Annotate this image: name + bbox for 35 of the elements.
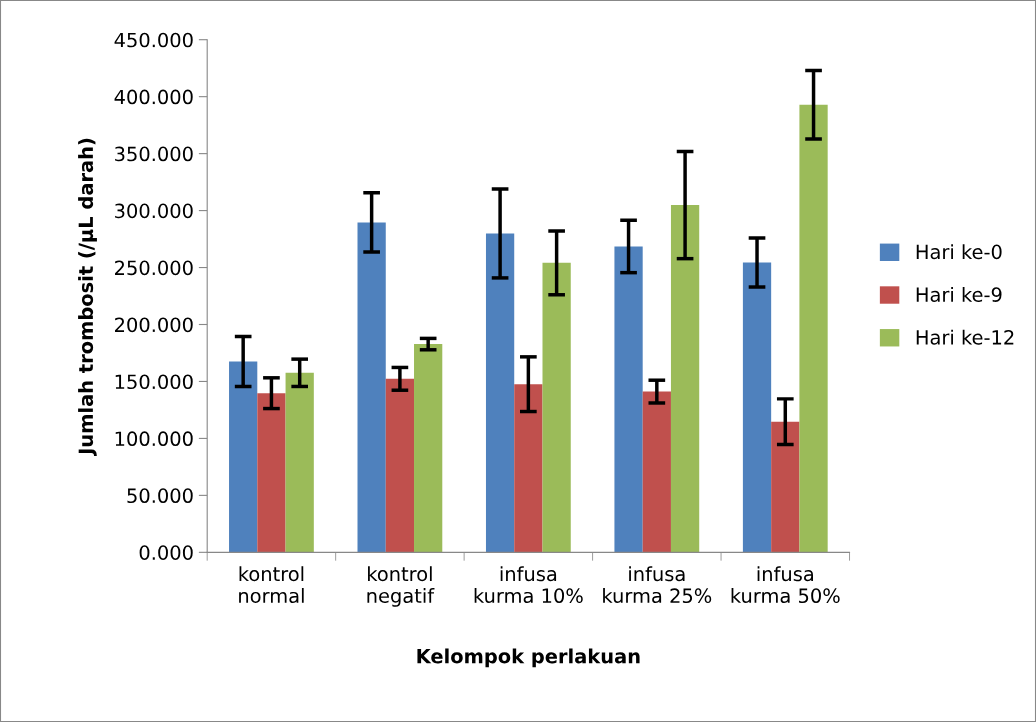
y-tick-label: 200.000	[115, 317, 193, 333]
y-tick-label: 250.000	[115, 260, 193, 276]
legend-label: Hari ke-0	[916, 244, 1002, 260]
bar	[771, 421, 800, 553]
x-axis-title: Kelompok perlakuan	[417, 648, 640, 668]
bar	[229, 361, 258, 553]
y-tick-label: 450.000	[114, 32, 193, 48]
legend-label: Hari ke-9	[916, 286, 1002, 302]
bar	[485, 233, 515, 553]
x-tick-label: infusa kurma 10%	[474, 566, 583, 604]
bar	[414, 344, 443, 553]
y-tick-label: 300.000	[115, 203, 193, 219]
bar	[385, 378, 415, 553]
bar	[257, 393, 286, 553]
bar	[285, 372, 314, 553]
x-tick-label: infusa kurma 25%	[603, 566, 712, 604]
bar	[670, 205, 700, 553]
x-tick-label: infusa kurma 50%	[731, 566, 840, 604]
x-tick-label: kontrol normal	[239, 566, 304, 604]
y-tick-label: 150.000	[115, 374, 193, 390]
x-tick-label: kontrol negatif	[367, 566, 435, 607]
y-axis-title: Jumlah trombosit (/µL darah)	[78, 138, 97, 456]
y-tick-label: 100.000	[115, 431, 193, 447]
bar	[614, 246, 643, 553]
y-tick-label: 50.000	[127, 488, 193, 504]
y-tick-label: 350.000	[115, 146, 193, 162]
y-tick-label: 400.000	[114, 89, 193, 105]
bar	[742, 262, 772, 553]
bar	[514, 384, 543, 553]
bar	[542, 262, 571, 553]
bar	[799, 104, 828, 553]
y-tick-label: 0.000	[139, 545, 193, 560]
legend-label: Hari ke-12	[916, 329, 1014, 345]
bar	[357, 222, 386, 553]
bar	[642, 391, 671, 553]
